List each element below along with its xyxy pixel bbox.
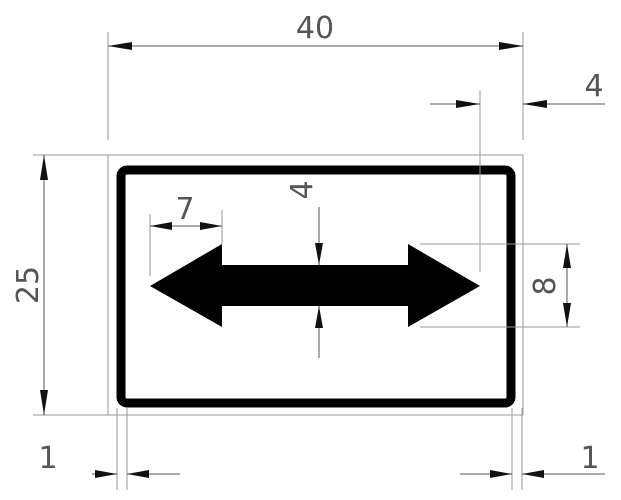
head-length-arrow-right-icon bbox=[200, 222, 222, 230]
shaft-dimension-label: 4 bbox=[285, 180, 320, 199]
height-dimension-label: 25 bbox=[11, 266, 46, 304]
gap-arrow-right-icon bbox=[523, 100, 547, 108]
double-arrow-icon bbox=[150, 244, 480, 327]
height-arrow-bottom-icon bbox=[40, 390, 48, 415]
left-offset-arrow-left-icon bbox=[127, 470, 149, 478]
head-height-arrow-bottom-icon bbox=[563, 303, 571, 327]
left-offset-arrow-right-icon bbox=[95, 470, 117, 478]
head-length-arrow-left-icon bbox=[150, 222, 172, 230]
shaft-arrow-top-icon bbox=[315, 243, 323, 265]
head-height-arrow-top-icon bbox=[563, 244, 571, 268]
width-arrow-right-icon bbox=[499, 42, 523, 50]
height-arrow-top-icon bbox=[40, 155, 48, 180]
left-offset-dimension-label: 1 bbox=[38, 441, 57, 476]
gap-arrow-left-icon bbox=[456, 100, 480, 108]
right-offset-dimension-label: 1 bbox=[580, 441, 599, 476]
width-arrow-left-icon bbox=[108, 42, 132, 50]
sign-border bbox=[116, 165, 516, 408]
sign-outer-outline bbox=[107, 154, 524, 416]
head-height-dimension-label: 8 bbox=[528, 276, 563, 295]
shaft-arrow-bottom-icon bbox=[315, 306, 323, 328]
right-offset-arrow-right-icon bbox=[490, 470, 512, 478]
right-offset-arrow-left-icon bbox=[522, 470, 544, 478]
gap-dimension-label: 4 bbox=[584, 69, 603, 104]
head-length-dimension-label: 7 bbox=[175, 192, 194, 227]
width-dimension-label: 40 bbox=[296, 11, 334, 46]
